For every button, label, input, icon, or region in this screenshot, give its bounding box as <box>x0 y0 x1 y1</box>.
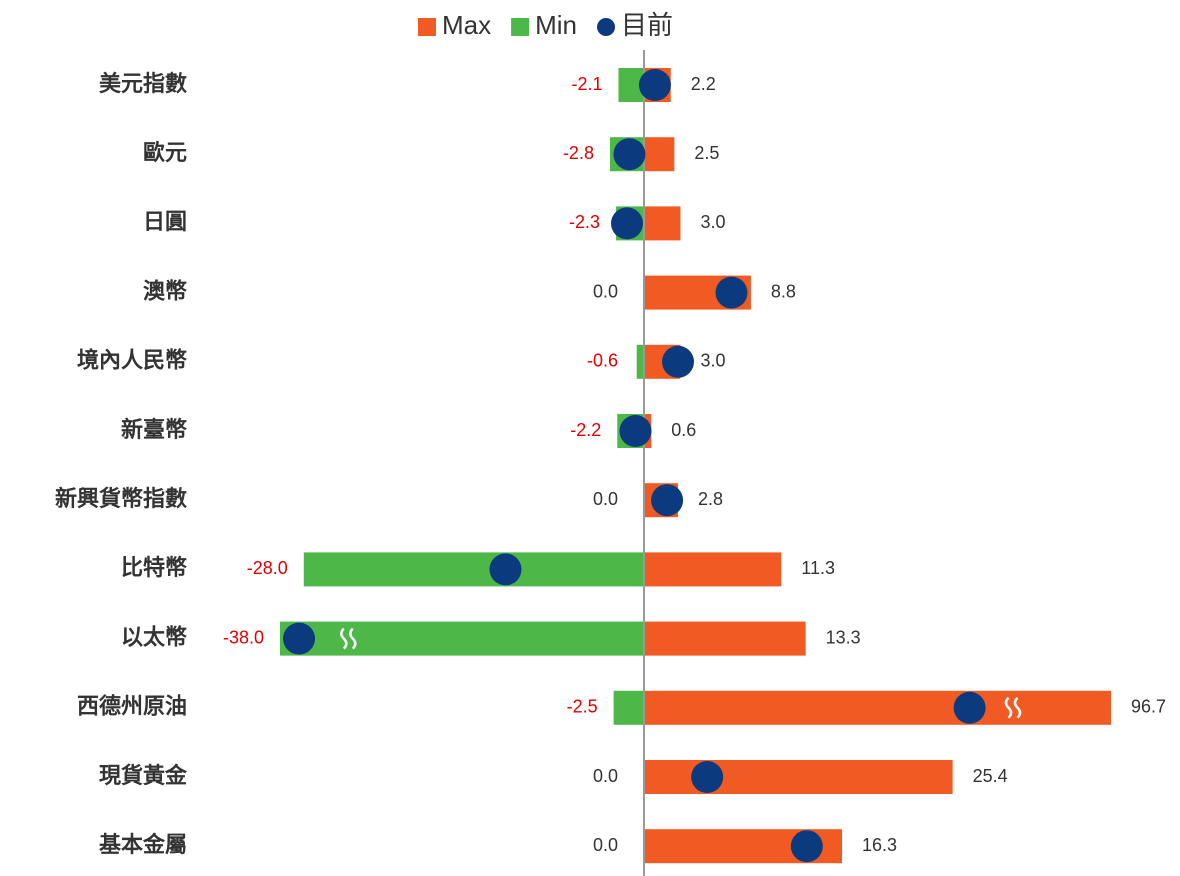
category-label: 澳幣 <box>143 278 187 303</box>
category-label: 歐元 <box>143 140 187 165</box>
min-label: 0.0 <box>593 766 618 786</box>
min-label: -2.5 <box>567 697 598 717</box>
min-label: -2.3 <box>569 212 600 232</box>
max-bar <box>644 552 782 587</box>
legend-swatch <box>597 18 616 36</box>
current-dot <box>489 553 522 586</box>
max-bar <box>644 206 681 241</box>
max-label: 8.8 <box>771 281 796 301</box>
category-label: 以太幣 <box>121 624 187 649</box>
max-bar <box>644 137 675 172</box>
min-label: 0.0 <box>593 835 618 855</box>
current-dot <box>283 622 316 655</box>
break-mark <box>349 627 357 650</box>
max-label: 0.6 <box>671 420 696 440</box>
current-dot <box>953 691 986 724</box>
max-label: 3.0 <box>700 351 725 371</box>
max-bar <box>644 690 1111 725</box>
min-label: -2.1 <box>571 74 602 94</box>
current-dot <box>790 830 823 863</box>
max-bar <box>644 760 953 794</box>
max-label: 96.7 <box>1131 697 1166 717</box>
min-label: -2.8 <box>563 143 594 163</box>
category-label: 新臺幣 <box>121 417 187 442</box>
category-label: 現貨黃金 <box>99 763 188 788</box>
min-bar <box>636 344 644 379</box>
category-label: 新興貨幣指數 <box>55 486 187 511</box>
min-label: -0.6 <box>587 351 618 371</box>
break-mark <box>1013 696 1022 719</box>
max-bar <box>644 621 806 656</box>
max-label: 2.2 <box>691 74 716 94</box>
legend-label: Min <box>535 10 577 40</box>
category-label: 境內人民幣 <box>77 348 187 373</box>
min-label: 0.0 <box>593 281 618 301</box>
category-label: 比特幣 <box>121 555 187 580</box>
category-label: 基本金屬 <box>99 832 187 857</box>
category-label: 美元指數 <box>99 71 187 96</box>
current-dot <box>613 138 646 171</box>
max-label: 25.4 <box>973 766 1008 786</box>
min-bar <box>280 621 644 656</box>
min-bar <box>613 690 644 725</box>
current-dot <box>651 484 684 517</box>
current-dot <box>662 345 695 378</box>
max-label: 13.3 <box>826 627 861 647</box>
category-label: 西德州原油 <box>77 694 187 719</box>
current-dot <box>610 207 643 240</box>
min-label: -2.2 <box>570 420 601 440</box>
legend-label: 目前 <box>621 10 673 40</box>
max-label: 2.5 <box>694 143 719 163</box>
legend-swatch <box>511 18 530 36</box>
max-label: 16.3 <box>862 835 897 855</box>
current-dot <box>619 415 652 447</box>
current-dot <box>638 69 671 101</box>
break-mark <box>1004 696 1013 719</box>
category-label: 日圓 <box>143 209 187 234</box>
min-label: 0.0 <box>593 489 618 509</box>
max-label: 2.8 <box>698 489 723 509</box>
current-dot <box>715 276 748 309</box>
min-bar <box>303 552 644 587</box>
break-mark <box>340 627 348 650</box>
current-dot <box>691 761 724 793</box>
min-label: -28.0 <box>247 558 288 578</box>
max-label: 11.3 <box>801 558 835 578</box>
min-label: -38.0 <box>223 627 264 647</box>
legend-swatch <box>418 18 436 36</box>
legend-label: Max <box>442 10 491 40</box>
max-label: 3.0 <box>700 212 725 232</box>
